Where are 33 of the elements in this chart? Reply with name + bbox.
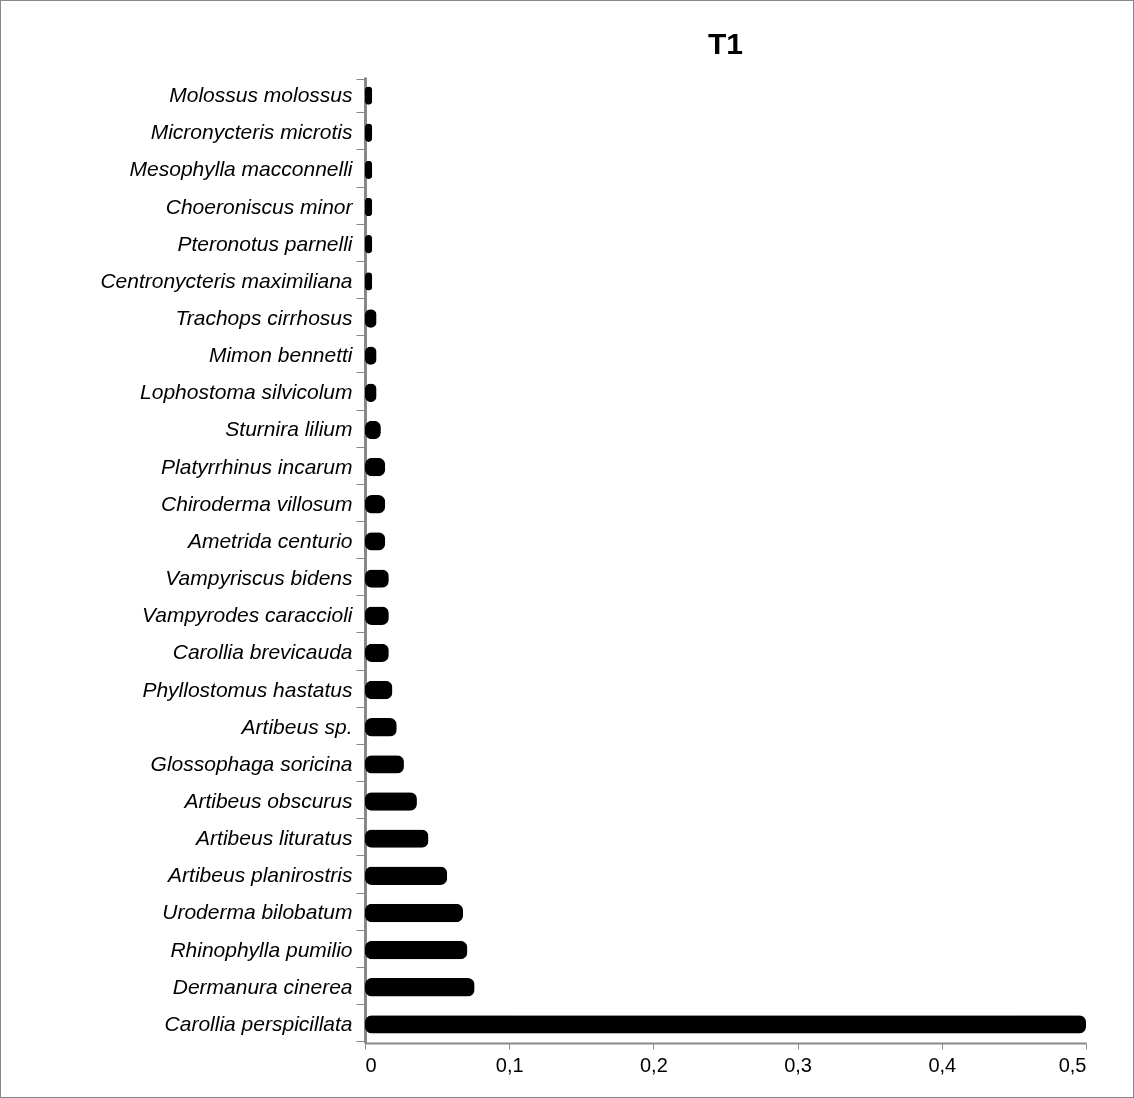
x-tick-label: 0,3: [784, 1053, 813, 1076]
y-tick-label: Pteronotus parnelli: [177, 231, 354, 255]
y-tick-label: Dermanura cinerea: [172, 974, 353, 998]
y-tick-label: Artibeus planirostris: [166, 863, 353, 887]
y-tick-label: Uroderma bilobatum: [162, 900, 353, 924]
chart-title: T1: [707, 27, 744, 60]
y-tick-label: Carollia brevicauda: [172, 640, 353, 664]
y-tick-label: Vampyrodes caraccioli: [142, 603, 354, 627]
y-tick-label: Mesophylla macconnelli: [129, 157, 354, 181]
x-tick-label: 0,4: [928, 1053, 957, 1076]
y-tick-label: Artibeus obscurus: [182, 789, 353, 812]
x-tick-label: 0,1: [495, 1053, 524, 1076]
y-tick-label: Choeroniscus minor: [165, 194, 354, 218]
x-tick-label: 0,2: [639, 1053, 668, 1076]
y-tick-label: Vampyriscus bidens: [165, 566, 353, 590]
y-tick-label: Lophostoma silvicolum: [140, 380, 353, 404]
y-tick-label: Carollia perspicillata: [164, 1011, 353, 1035]
y-tick-label: Trachops cirrhosus: [175, 306, 353, 329]
y-tick-label: Centronycteris maximiliana: [100, 268, 353, 292]
y-tick-label: Micronycteris microtis: [150, 120, 353, 144]
y-tick-label: Sturnira lilium: [225, 417, 353, 441]
y-tick-label: Phyllostomus hastatus: [142, 677, 353, 701]
y-tick-label: Artibeus lituratus: [194, 826, 353, 850]
y-tick-label: Rhinophylla pumilio: [170, 937, 353, 961]
y-tick-label: Glossophaga soricina: [150, 751, 353, 775]
x-tick-label: 0: [365, 1053, 377, 1076]
y-tick-label: Ametrida centurio: [185, 528, 353, 552]
y-tick-label: Chiroderma villosum: [161, 491, 353, 515]
y-tick-label: Artibeus sp.: [239, 714, 353, 738]
y-tick-label: Mimon bennetti: [208, 343, 354, 367]
y-tick-label: Molossus molossus: [169, 83, 353, 107]
y-tick-label: Platyrrhinus incarum: [161, 454, 353, 478]
x-tick-label: 0,5: [1058, 1053, 1087, 1076]
